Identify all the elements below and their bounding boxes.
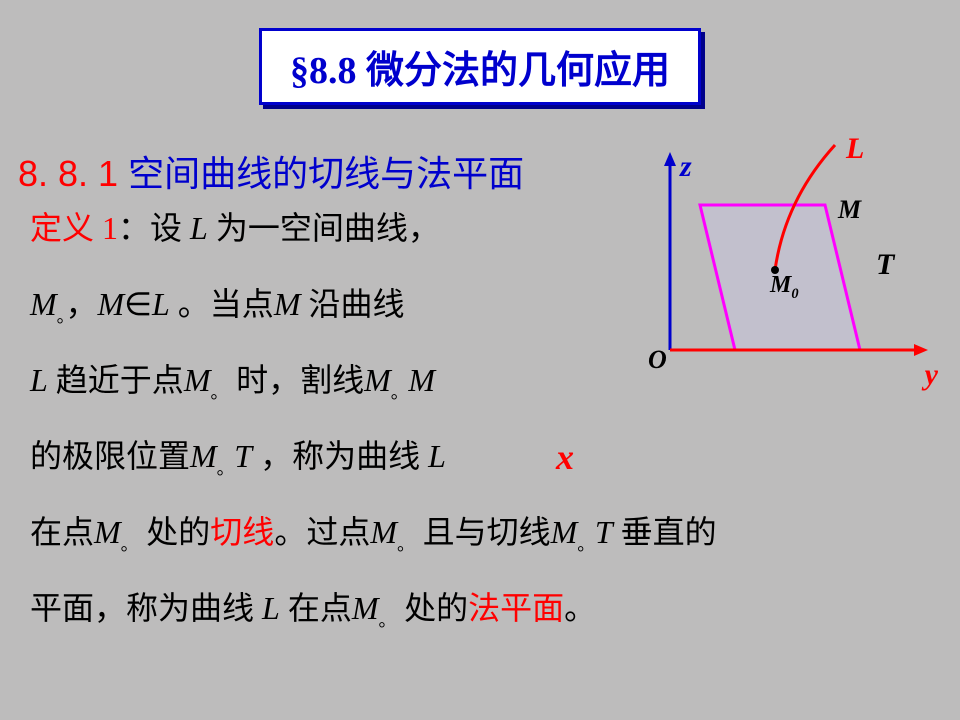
var-L: L [262,590,280,626]
line-6: 平面，称为曲线 L 在点M。 处的法平面。 [30,592,596,630]
text: 趋近于点 [48,362,184,398]
var-M0: M [364,362,391,398]
text: 在点 [280,590,352,626]
text: ：设 [118,210,190,246]
normal-plane-word: 法平面 [468,590,564,626]
section-title: 空间曲线的切线与法平面 [128,153,524,194]
tangent-T-label: T [876,248,894,282]
section-number: 8. 8. 1 [18,153,118,194]
text: 处的 [396,590,468,626]
text: ， [65,286,97,322]
text: 为一空间曲线， [208,210,440,246]
sub-0: 。 [397,534,415,554]
var-M0: M [551,514,578,550]
var-M: M [274,286,301,322]
z-arrow [664,152,676,166]
sub-0: 。 [210,382,228,402]
text: 。 [564,590,596,626]
slide: §8.8 微分法的几何应用 8. 8. 1 空间曲线的切线与法平面 定义 1：设… [0,0,960,720]
var-M0: M [370,514,397,550]
var-T: T [234,438,252,474]
text: 在点 [30,514,94,550]
in-symbol: ∈ [124,286,152,322]
text: 。当点 [170,286,274,322]
axis-x-label: x [556,436,574,478]
text: 。过点 [274,514,370,550]
sub-0: 。 [577,534,595,554]
text: 且与切线 [415,514,551,550]
point-M0-label: M0 [770,272,799,303]
diagram: z y L M T O M0 [610,140,940,400]
axis-y-label: y [925,358,938,392]
curve-L-label: L [846,132,864,166]
M0-letter: M [770,272,791,298]
text: 处的 [138,514,210,550]
var-L: L [190,210,208,246]
M0-sub: 0 [791,286,798,302]
axis-z-label: z [680,150,692,184]
var-M0: M [30,286,57,322]
var-T: T [595,514,613,550]
sub-0: 。 [391,382,409,402]
y-arrow [914,344,928,356]
line-4: 的极限位置M。T ，称为曲线 L [30,440,446,478]
slide-title: §8.8 微分法的几何应用 [259,28,701,105]
text: 平面，称为曲线 [30,590,262,626]
text: 的极限位置 [30,438,190,474]
sub-0: 。 [217,458,235,478]
text: 时，割线 [228,362,364,398]
text: ，称为曲线 [252,438,428,474]
var-M: M [97,286,124,322]
line-1: 定义 1：设 L 为一空间曲线， [30,212,440,244]
tangent-word: 切线 [210,514,274,550]
title-text: §8.8 微分法的几何应用 [290,50,670,92]
var-M0: M [352,590,379,626]
text: 垂直的 [613,514,717,550]
line-2: M。，M∈L 。当点M 沿曲线 [30,288,404,326]
section-heading: 8. 8. 1 空间曲线的切线与法平面 [18,145,524,197]
line-3: L 趋近于点M。 时，割线M。M [30,364,435,402]
sub-0: 。 [121,534,139,554]
sub-0: 。 [378,610,396,630]
origin-label: O [648,345,667,375]
var-M0: M [190,438,217,474]
var-M: M [408,362,435,398]
text: 沿曲线 [300,286,404,322]
var-L: L [152,286,170,322]
def-label: 定义 1 [30,210,118,246]
var-L: L [428,438,446,474]
point-M-label: M [838,195,861,225]
var-L: L [30,362,48,398]
var-M0: M [184,362,211,398]
var-M0: M [94,514,121,550]
line-5: 在点M。 处的切线。过点M。 且与切线M。T 垂直的 [30,516,717,554]
